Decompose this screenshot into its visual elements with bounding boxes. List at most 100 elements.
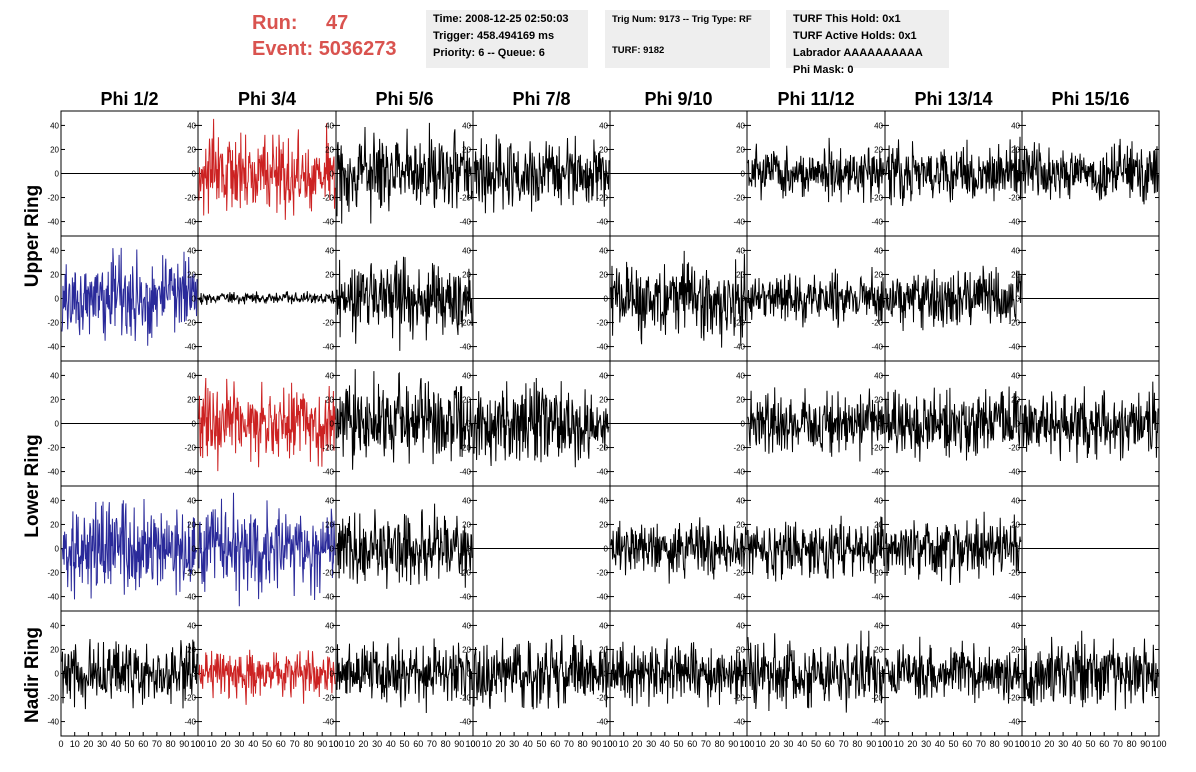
waveform-trace xyxy=(336,256,473,351)
y-tick-label: -20 xyxy=(459,444,471,453)
x-tick-label: 20 xyxy=(632,739,642,749)
y-tick-label: 20 xyxy=(187,395,196,404)
y-tick-label: -40 xyxy=(871,218,883,227)
y-tick-label: 0 xyxy=(192,295,197,304)
y-tick-label: 0 xyxy=(467,545,472,554)
column-header: Phi 11/12 xyxy=(777,89,854,109)
y-tick-label: 0 xyxy=(604,670,609,679)
waveform-trace xyxy=(1022,381,1159,464)
event-row: Event: 5036273 xyxy=(252,36,397,62)
x-tick-label: 0 xyxy=(58,739,63,749)
y-tick-label: 20 xyxy=(736,520,745,529)
y-tick-label: -20 xyxy=(871,194,883,203)
x-tick-label: 80 xyxy=(441,739,451,749)
y-tick-label: 40 xyxy=(736,621,745,630)
y-tick-label: -40 xyxy=(733,218,745,227)
y-tick-label: -40 xyxy=(871,343,883,352)
y-tick-label: 40 xyxy=(736,496,745,505)
y-tick-label: 20 xyxy=(599,645,608,654)
y-tick-label: 20 xyxy=(599,395,608,404)
y-tick-label: 0 xyxy=(467,670,472,679)
y-tick-label: 40 xyxy=(325,121,334,130)
y-tick-label: 40 xyxy=(50,121,59,130)
y-tick-label: -40 xyxy=(1008,343,1020,352)
y-tick-label: 0 xyxy=(55,420,60,429)
column-header: Phi 7/8 xyxy=(512,89,570,109)
x-tick-label: 0 xyxy=(744,739,749,749)
y-tick-label: 40 xyxy=(325,371,334,380)
waveform-trace xyxy=(336,637,473,714)
y-tick-label: -40 xyxy=(1008,218,1020,227)
y-tick-label: -40 xyxy=(322,593,334,602)
x-tick-label: 30 xyxy=(97,739,107,749)
column-header: Phi 9/10 xyxy=(644,89,712,109)
y-tick-label: 40 xyxy=(1011,496,1020,505)
column-header: Phi 5/6 xyxy=(375,89,433,109)
y-tick-label: -40 xyxy=(596,718,608,727)
y-tick-label: -40 xyxy=(47,218,59,227)
y-tick-label: 20 xyxy=(1011,520,1020,529)
y-tick-label: -40 xyxy=(322,343,334,352)
y-tick-label: -20 xyxy=(596,444,608,453)
labrador-text: Labrador AAAAAAAAAA xyxy=(793,47,923,59)
y-tick-label: 40 xyxy=(1011,121,1020,130)
y-tick-label: 0 xyxy=(55,545,60,554)
y-tick-label: 40 xyxy=(736,371,745,380)
y-tick-label: 40 xyxy=(462,121,471,130)
y-tick-label: 20 xyxy=(462,520,471,529)
y-tick-label: 40 xyxy=(874,246,883,255)
y-tick-label: 0 xyxy=(1016,420,1021,429)
x-tick-label: 60 xyxy=(413,739,423,749)
x-tick-label: 20 xyxy=(358,739,368,749)
row-label: Upper Ring xyxy=(22,185,43,287)
x-tick-label: 50 xyxy=(262,739,272,749)
x-tick-label: 10 xyxy=(207,739,217,749)
y-tick-label: -40 xyxy=(184,343,196,352)
y-tick-label: 20 xyxy=(50,270,59,279)
y-tick-label: 20 xyxy=(874,145,883,154)
x-tick-label: 80 xyxy=(990,739,1000,749)
x-tick-label: 100 xyxy=(465,739,480,749)
x-tick-label: 60 xyxy=(825,739,835,749)
x-tick-label: 90 xyxy=(179,739,189,749)
y-tick-label: -20 xyxy=(733,444,745,453)
x-tick-label: 10 xyxy=(70,739,80,749)
y-tick-label: -40 xyxy=(184,218,196,227)
y-tick-label: 0 xyxy=(1016,170,1021,179)
x-tick-label: 20 xyxy=(221,739,231,749)
y-tick-label: 20 xyxy=(325,645,334,654)
x-tick-label: 20 xyxy=(1044,739,1054,749)
y-tick-label: -40 xyxy=(871,718,883,727)
x-tick-label: 40 xyxy=(386,739,396,749)
y-tick-label: -40 xyxy=(871,593,883,602)
y-tick-label: -20 xyxy=(733,694,745,703)
time-info-box: Time: 2008-12-25 02:50:03 Trigger: 458.4… xyxy=(426,10,588,68)
y-tick-label: 0 xyxy=(330,670,335,679)
x-tick-label: 80 xyxy=(852,739,862,749)
y-tick-label: 40 xyxy=(50,246,59,255)
trig-info-box: Trig Num: 9173 -- Trig Type: RF TURF: 91… xyxy=(605,10,770,68)
y-tick-label: 20 xyxy=(599,145,608,154)
y-tick-label: 20 xyxy=(599,270,608,279)
y-tick-label: -20 xyxy=(596,694,608,703)
y-tick-label: -20 xyxy=(1008,569,1020,578)
y-tick-label: 0 xyxy=(1016,545,1021,554)
x-tick-label: 40 xyxy=(1072,739,1082,749)
y-tick-label: 40 xyxy=(599,496,608,505)
y-tick-label: -40 xyxy=(596,218,608,227)
y-tick-label: 40 xyxy=(874,371,883,380)
x-tick-label: 30 xyxy=(372,739,382,749)
y-tick-label: -20 xyxy=(184,694,196,703)
y-tick-label: -20 xyxy=(47,444,59,453)
y-tick-label: 20 xyxy=(599,520,608,529)
waveform-trace xyxy=(885,136,1022,207)
y-tick-label: 20 xyxy=(736,395,745,404)
x-tick-label: 80 xyxy=(166,739,176,749)
x-tick-label: 40 xyxy=(523,739,533,749)
run-event-block: Run: 47 Event: 5036273 xyxy=(252,10,397,62)
y-tick-label: 0 xyxy=(741,420,746,429)
x-tick-label: 20 xyxy=(770,739,780,749)
x-tick-label: 10 xyxy=(1031,739,1041,749)
x-tick-label: 100 xyxy=(1151,739,1166,749)
x-tick-label: 10 xyxy=(894,739,904,749)
